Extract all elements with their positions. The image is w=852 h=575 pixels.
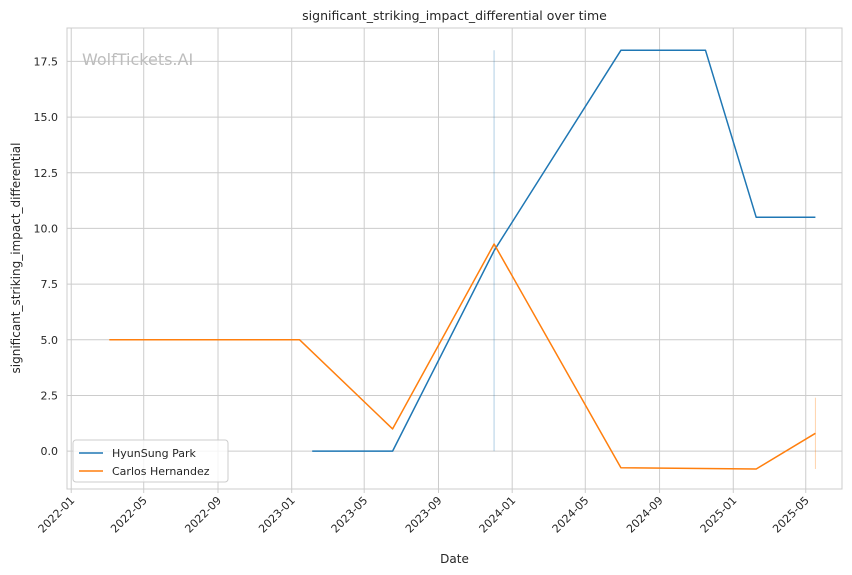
y-tick-label: 15.0: [34, 111, 59, 124]
plot-area: [67, 28, 842, 489]
y-axis-label: significant_striking_impact_differential: [9, 143, 23, 374]
y-tick-label: 0.0: [41, 445, 59, 458]
legend: HyunSung Park Carlos Hernandez: [72, 439, 229, 483]
series-line-1: [109, 243, 816, 470]
grid: [67, 28, 842, 489]
y-tick-label: 12.5: [34, 167, 59, 180]
y-axis-ticks: 0.0 2.5 5.0 7.5 10.0 12.5 15.0 17.5: [34, 55, 59, 458]
legend-label-1: Carlos Hernandez: [112, 465, 210, 478]
y-tick-label: 5.0: [41, 334, 59, 347]
watermark: WolfTickets.AI: [82, 50, 193, 69]
y-tick-label: 10.0: [34, 222, 59, 235]
legend-box: [72, 439, 229, 483]
chart-title: significant_striking_impact_differential…: [302, 8, 607, 23]
y-tick-label: 7.5: [41, 278, 59, 291]
y-tick-label: 2.5: [41, 389, 59, 402]
y-tick-label: 17.5: [34, 55, 59, 68]
plot-frame: [66, 27, 843, 490]
series-lines: [109, 49, 816, 470]
x-axis-label: Date: [440, 552, 469, 566]
legend-label-0: HyunSung Park: [112, 447, 197, 460]
series-line-0: [312, 49, 816, 452]
